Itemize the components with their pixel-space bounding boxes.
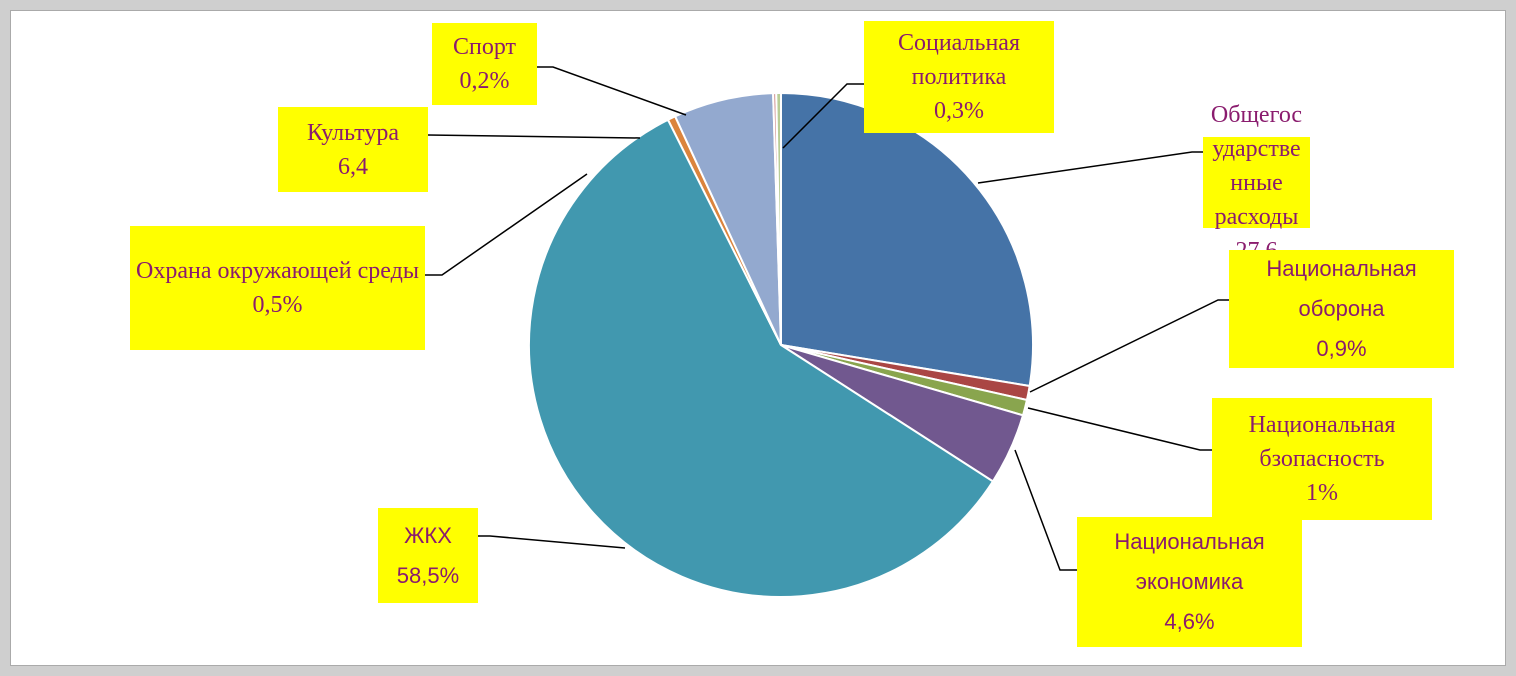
data-label: Культура 6,4 [278,107,428,192]
category-name: Охрана окружающей среды [136,258,419,284]
value-label: 58,5% [396,562,460,588]
category-name: Общегосударственные расходы [1210,101,1303,230]
data-label: Спорт 0,2% [432,23,537,105]
category-name: Национальная экономика [1114,529,1265,594]
data-label: Охрана окружающей среды 0,5% [130,226,425,350]
value-label: 0,5% [252,292,303,318]
category-name: Культура [307,119,399,146]
data-label: Национальная оборона 0,9% [1229,250,1454,368]
pie-slice [775,91,782,346]
leader-line [425,173,588,276]
data-label: Национальная экономика 4,6% [1077,517,1302,647]
leader-line [1027,407,1212,451]
leader-line [782,83,864,149]
category-name: Социальная политика [897,30,1020,90]
leader-line [478,535,626,549]
value-label: 1% [1306,480,1338,506]
value-label: 6,4 [338,153,368,180]
data-label: Социальная политика 0,3% [864,21,1054,133]
category-name: Национальная оборона [1266,256,1417,321]
category-name: Спорт [452,34,517,60]
data-label: Общегосударственные расходы27,6 [1203,102,1310,264]
leader-line [537,66,687,116]
pie-slice [528,118,995,598]
value-label: 0,3% [934,98,984,124]
leader-line [427,134,641,139]
value-label: 0,2% [459,68,510,94]
leader-line [1029,299,1229,393]
data-label: Национальная бзопасность 1% [1212,398,1432,520]
value-label: 4,6% [1164,609,1215,634]
category-name: ЖКХ [404,522,452,548]
leader-line [1014,449,1077,571]
pie-slice [780,91,1034,388]
value-label: 0,9% [1316,336,1367,361]
data-label: ЖКХ 58,5% [378,508,478,603]
leader-line [977,151,1203,184]
category-name: Национальная бзопасность [1248,412,1396,472]
